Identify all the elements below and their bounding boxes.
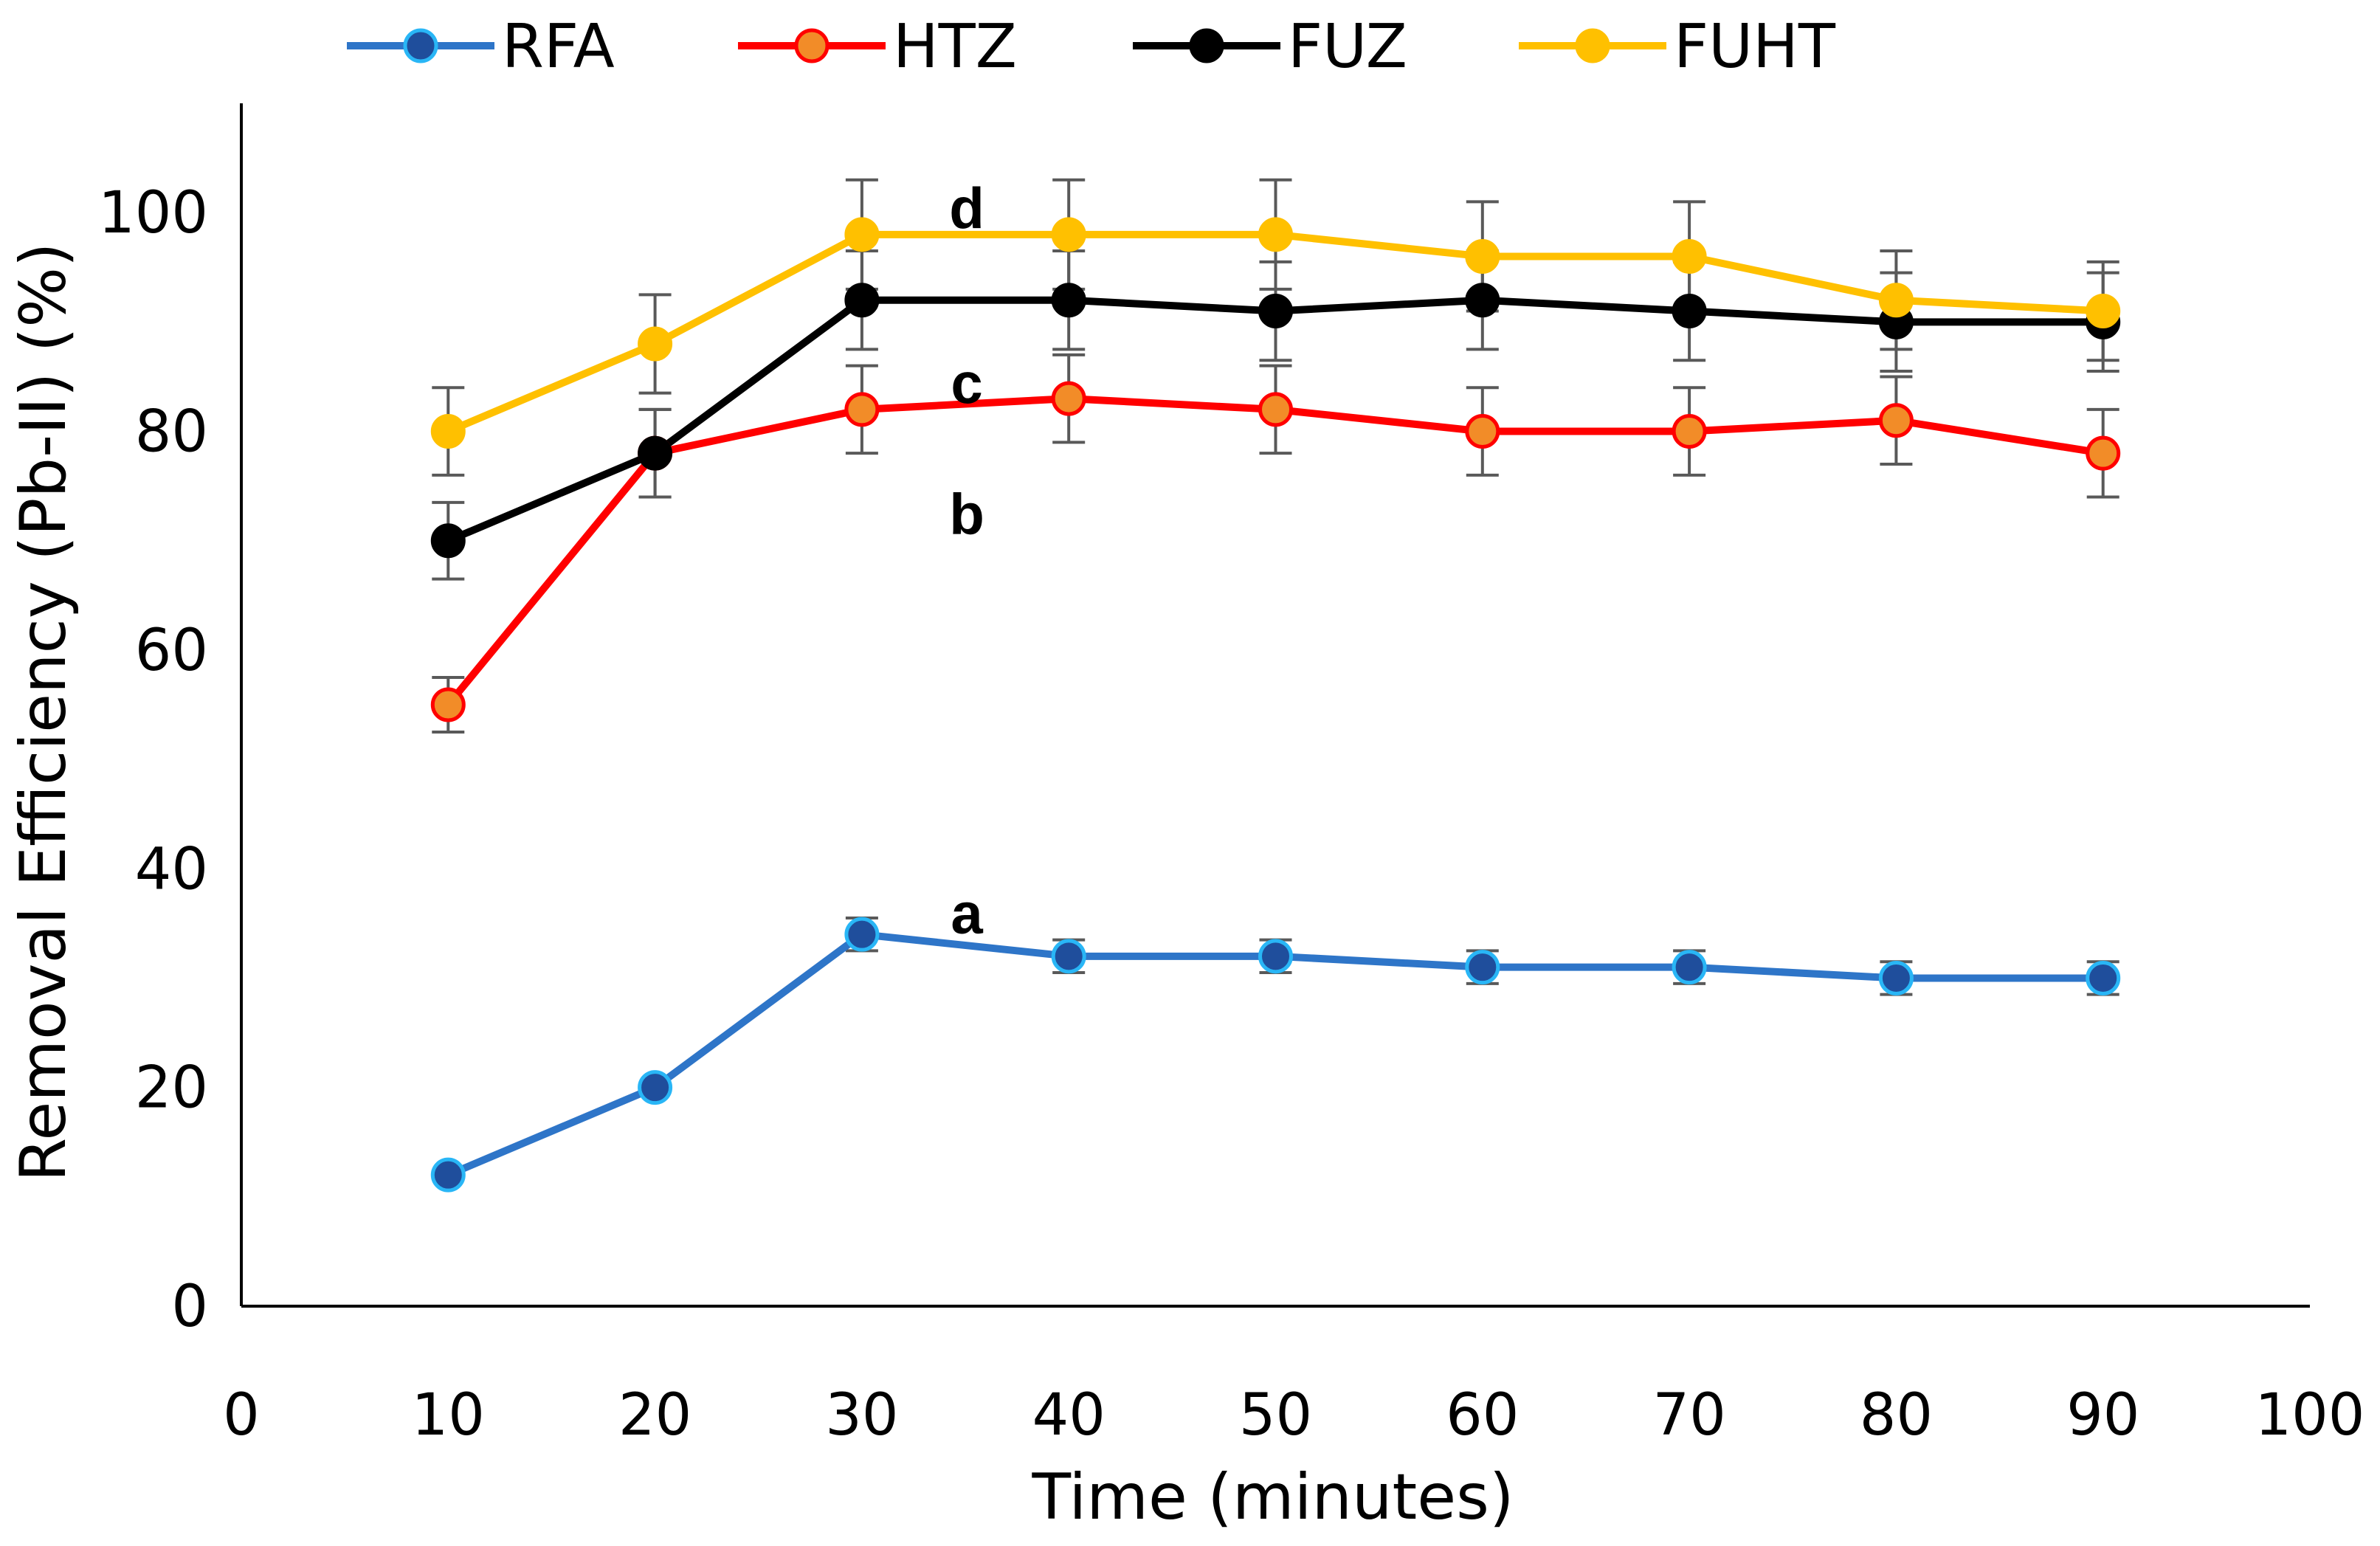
legend-label-fuht: FUHT [1674,12,1836,82]
annotation-label-d: d [949,176,984,241]
legend-label-fuz: FUZ [1288,12,1407,82]
fuht-point [1258,217,1293,252]
rfa-point [430,1157,466,1193]
x-tick-label: 40 [1032,1382,1106,1449]
rfa-point [1672,950,1707,985]
fuht-point [1878,283,1914,318]
htz-point [1258,392,1293,427]
y-axis-title: Removal Efficiency (Pb-II) (%) [7,242,80,1181]
annotation-label-a: a [951,881,983,946]
rfa-point [638,1070,673,1105]
legend-label-rfa: RFA [502,12,615,82]
fuz-point [638,435,673,471]
annotation-label-c: c [951,351,982,415]
legend-marker-htz [794,28,829,63]
y-tick-label: 40 [135,836,208,903]
fuht-point [1465,238,1500,274]
legend: RFA HTZ FUZ FUHT [347,12,1836,82]
fuz-point [844,283,880,318]
htz-point [844,392,880,427]
legend-label-htz: HTZ [893,12,1017,82]
legend-marker-fuz [1189,28,1224,63]
fuht-point [638,326,673,362]
htz-point [1051,381,1086,416]
x-tick-label: 30 [825,1382,898,1449]
x-tick-label: 20 [618,1382,691,1449]
htz-point [1672,414,1707,449]
fuz-point [430,523,466,559]
series-markers [430,217,2121,1193]
rfa-point [1258,939,1293,974]
annotation-label-b: b [949,482,984,547]
y-tick-label: 0 [171,1274,208,1340]
htz-point [1878,403,1914,438]
fuz-point [1672,294,1707,329]
x-tick-label: 90 [2066,1382,2139,1449]
x-tick-label: 0 [223,1382,260,1449]
x-tick-label: 60 [1446,1382,1519,1449]
x-tick-label: 80 [1860,1382,1933,1449]
rfa-point [1051,939,1086,974]
rfa-point [1465,950,1500,985]
annotations: a b c d [949,176,984,946]
htz-point [2086,435,2121,471]
fuht-point [430,414,466,449]
fuz-point [1465,283,1500,318]
rfa-point [2086,960,2121,995]
x-tick-label: 100 [2255,1382,2365,1449]
y-tick-label: 20 [135,1055,208,1122]
y-tick-label: 100 [98,180,208,246]
fuht-point [2086,294,2121,329]
rfa-point [844,917,880,952]
fuht-point [844,217,880,252]
y-tick-label: 60 [135,618,208,684]
axes: 0 20 40 60 80 100 0 10 20 30 40 50 60 70 80 90 100 [98,103,2365,1449]
legend-marker-rfa [403,28,438,63]
x-axis-title: Time (minutes) [1031,1460,1514,1534]
x-tick-label: 70 [1652,1382,1725,1449]
fuht-point [1672,238,1707,274]
rfa-point [1878,960,1914,995]
legend-marker-fuht [1575,28,1610,63]
htz-point [430,687,466,722]
x-tick-label: 50 [1239,1382,1312,1449]
htz-point [1465,414,1500,449]
fuz-point [1051,283,1086,318]
fuz-point [1258,294,1293,329]
x-tick-label: 10 [412,1382,485,1449]
fuht-point [1051,217,1086,252]
y-tick-label: 80 [135,399,208,466]
